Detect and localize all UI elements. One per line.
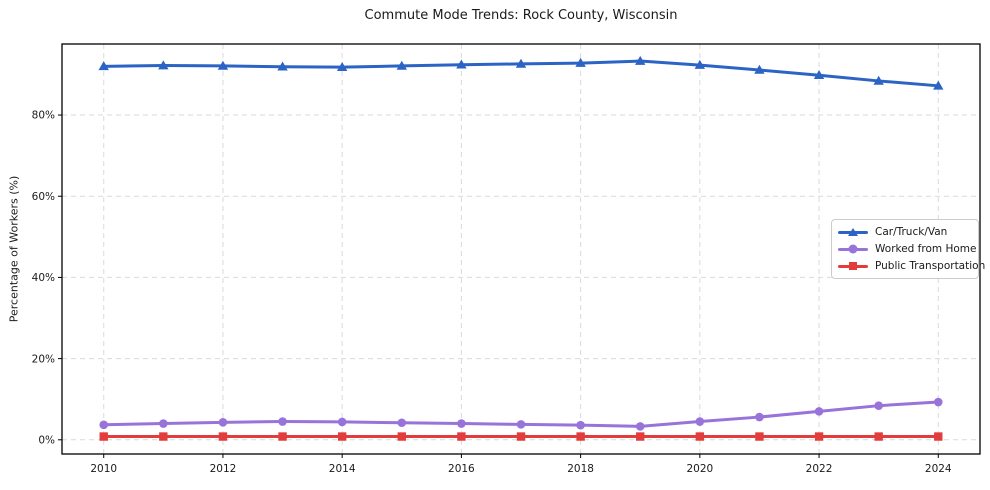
triangle-marker — [873, 75, 884, 85]
circle-marker — [516, 420, 526, 429]
y-axis-ticks: 0% 20% 40% 60% 80% — [32, 110, 62, 446]
triangle-marker — [933, 80, 944, 90]
square-marker — [814, 432, 824, 441]
x-tick-label: 2024 — [925, 463, 952, 475]
x-tick-label: 2014 — [329, 463, 356, 475]
triangle-marker — [396, 60, 407, 70]
series-public-transportation — [99, 432, 943, 441]
circle-marker — [576, 420, 585, 430]
square-marker — [636, 432, 645, 441]
legend-label: Car/Truck/Van — [875, 226, 948, 238]
legend-item-worked-from-home: Worked from Home — [838, 242, 976, 256]
legend-line-circle-icon — [838, 243, 868, 255]
square-marker — [337, 432, 347, 441]
legend-line-square-icon — [838, 260, 868, 272]
legend-line-triangle-icon — [838, 226, 868, 238]
triangle-marker — [515, 58, 527, 68]
x-tick-label: 2020 — [686, 463, 713, 475]
circle-marker — [397, 418, 407, 428]
triangle-marker — [158, 60, 169, 70]
circle-marker — [99, 420, 109, 430]
x-tick-label: 2016 — [448, 463, 475, 475]
y-tick-label: 60% — [32, 191, 55, 203]
y-tick-label: 40% — [32, 272, 55, 284]
circle-marker — [755, 412, 764, 422]
square-marker — [516, 432, 526, 441]
plot-frame — [61, 43, 981, 455]
triangle-marker — [694, 59, 706, 69]
triangle-marker — [336, 61, 348, 71]
x-axis-ticks: 2010 2012 2014 2016 2018 2020 2022 2024 — [90, 454, 952, 475]
square-marker — [99, 432, 108, 441]
square-marker — [934, 432, 943, 441]
series-car-truck-van — [98, 55, 944, 90]
legend: Car/Truck/Van Worked from Home Public Tr… — [831, 219, 985, 279]
square-marker — [278, 432, 287, 441]
square-marker — [159, 432, 168, 441]
circle-marker — [337, 417, 347, 427]
legend-item-public-transportation: Public Transportation — [838, 259, 985, 273]
triangle-marker — [98, 61, 109, 71]
triangle-marker — [813, 70, 825, 80]
circle-marker — [695, 417, 705, 426]
legend-item-car-truck-van: Car/Truck/Van — [838, 225, 972, 239]
square-marker — [695, 432, 705, 441]
circle-marker — [457, 419, 466, 428]
x-tick-label: 2022 — [806, 463, 833, 475]
y-tick-label: 20% — [32, 353, 55, 365]
legend-label: Worked from Home — [875, 243, 977, 255]
x-tick-label: 2012 — [210, 463, 237, 475]
series-worked-from-home — [99, 397, 943, 431]
triangle-marker — [754, 64, 765, 74]
circle-marker — [874, 401, 883, 410]
x-tick-label: 2010 — [90, 463, 117, 475]
square-marker — [457, 432, 466, 441]
square-marker — [218, 432, 228, 441]
circle-marker — [635, 422, 645, 431]
chart-title: Commute Mode Trends: Rock County, Wiscon… — [364, 8, 678, 23]
circle-marker — [814, 407, 824, 416]
square-marker — [874, 432, 883, 441]
circle-marker — [218, 418, 228, 427]
x-tick-label: 2018 — [567, 463, 594, 475]
legend-label: Public Transportation — [875, 260, 986, 272]
triangle-marker — [575, 57, 586, 67]
triangle-marker — [635, 55, 646, 65]
circle-marker — [278, 417, 287, 426]
square-marker — [397, 432, 406, 441]
y-tick-label: 80% — [32, 110, 55, 122]
y-tick-label: 0% — [38, 434, 55, 446]
triangle-marker — [277, 61, 288, 71]
square-marker — [755, 432, 764, 441]
circle-marker — [933, 397, 943, 407]
circle-marker — [159, 419, 168, 428]
square-marker — [576, 432, 585, 441]
triangle-marker — [456, 59, 467, 69]
triangle-marker — [217, 60, 229, 70]
